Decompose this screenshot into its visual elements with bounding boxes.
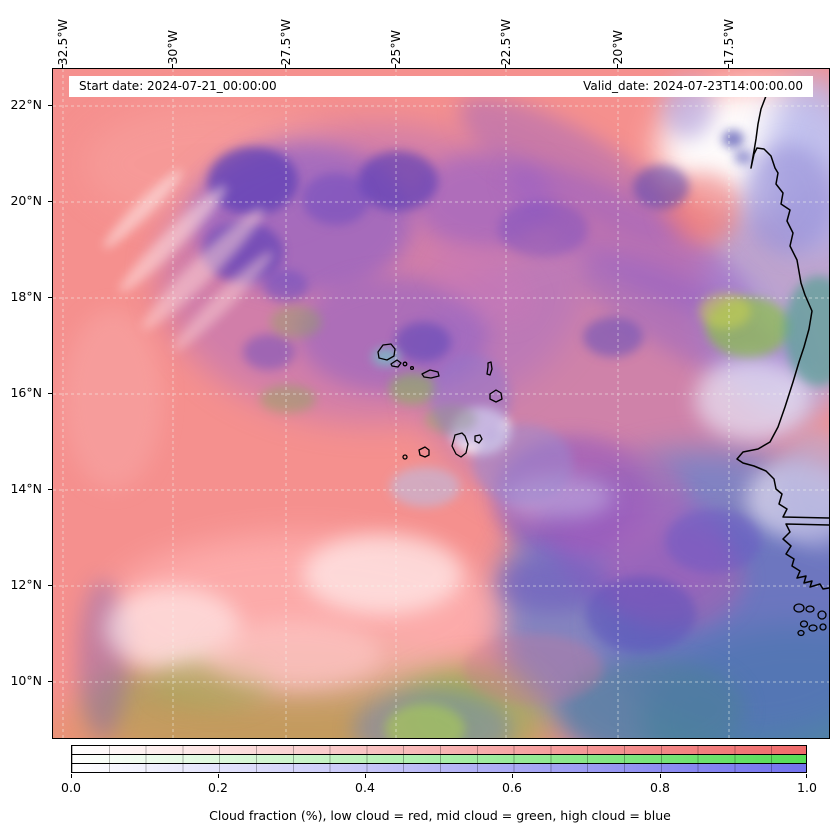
colorbar-tick-label: 0.0 (61, 780, 81, 795)
colorbar-tick-label: 0.2 (208, 780, 228, 795)
valid-date-text: Valid_date: 2024-07-23T14:00:00.00 (583, 79, 803, 93)
lon-tick-label: 25°W (388, 30, 403, 65)
colorbar-tick-mark (71, 774, 72, 778)
colorbar-tick-mark (365, 774, 366, 778)
top-axis: 32.5°W 30°W 27.5°W 25°W 22.5°W 20°W 17.5… (0, 0, 837, 68)
colorbar-tick-mark (218, 774, 219, 778)
colorbar-caption: Cloud fraction (%), low cloud = red, mid… (209, 808, 671, 823)
lat-tick-mark (48, 297, 52, 298)
lat-tick-mark (48, 585, 52, 586)
cloud-fraction-map: Start date: 2024-07-21_00:00:00 Valid_da… (52, 68, 830, 739)
colorbar-tick-mark (512, 774, 513, 778)
lon-tick-mark (172, 64, 173, 68)
lon-tick-label: 17.5°W (721, 18, 736, 65)
lon-tick-mark (617, 64, 618, 68)
colorbar-tick-mark (806, 774, 807, 778)
lat-tick-label: 22°N (10, 97, 42, 112)
date-annotation-bar: Start date: 2024-07-21_00:00:00 Valid_da… (69, 76, 813, 97)
left-axis: 22°N 20°N 18°N 16°N 14°N 12°N 10°N (0, 0, 52, 737)
lon-tick-mark (285, 64, 286, 68)
colorbar-high-cloud-blue (71, 763, 807, 773)
colorbar-tick-label: 0.6 (502, 780, 522, 795)
colorbar: 0.0 0.2 0.4 0.6 0.8 1.0 (61, 745, 817, 795)
lon-tick-label: 20°W (610, 30, 625, 65)
lat-tick-label: 18°N (10, 289, 42, 304)
lat-tick-mark (48, 201, 52, 202)
colorbar-tick-mark (660, 774, 661, 778)
lon-tick-label: 22.5°W (498, 18, 513, 65)
lat-tick-label: 14°N (10, 481, 42, 496)
lat-tick-mark (48, 489, 52, 490)
lat-tick-label: 10°N (10, 673, 42, 688)
lon-tick-label: 32.5°W (55, 18, 70, 65)
lon-tick-label: 30°W (165, 30, 180, 65)
lon-tick-mark (505, 64, 506, 68)
lat-tick-label: 16°N (10, 385, 42, 400)
lon-tick-mark (728, 64, 729, 68)
lat-tick-mark (48, 105, 52, 106)
lon-tick-mark (395, 64, 396, 68)
colorbar-tick-label: 0.8 (650, 780, 670, 795)
lat-tick-label: 20°N (10, 193, 42, 208)
coastline (736, 95, 829, 637)
lon-tick-label: 27.5°W (278, 18, 293, 65)
cloud-field-graphic (53, 69, 829, 738)
lat-tick-mark (48, 393, 52, 394)
start-date-text: Start date: 2024-07-21_00:00:00 (79, 79, 277, 93)
lat-tick-label: 12°N (10, 577, 42, 592)
colorbar-tick-label: 1.0 (797, 780, 817, 795)
cape-verde-islands (377, 343, 503, 460)
lat-tick-mark (48, 681, 52, 682)
colorbar-tick-label: 0.4 (355, 780, 375, 795)
lon-tick-mark (62, 64, 63, 68)
